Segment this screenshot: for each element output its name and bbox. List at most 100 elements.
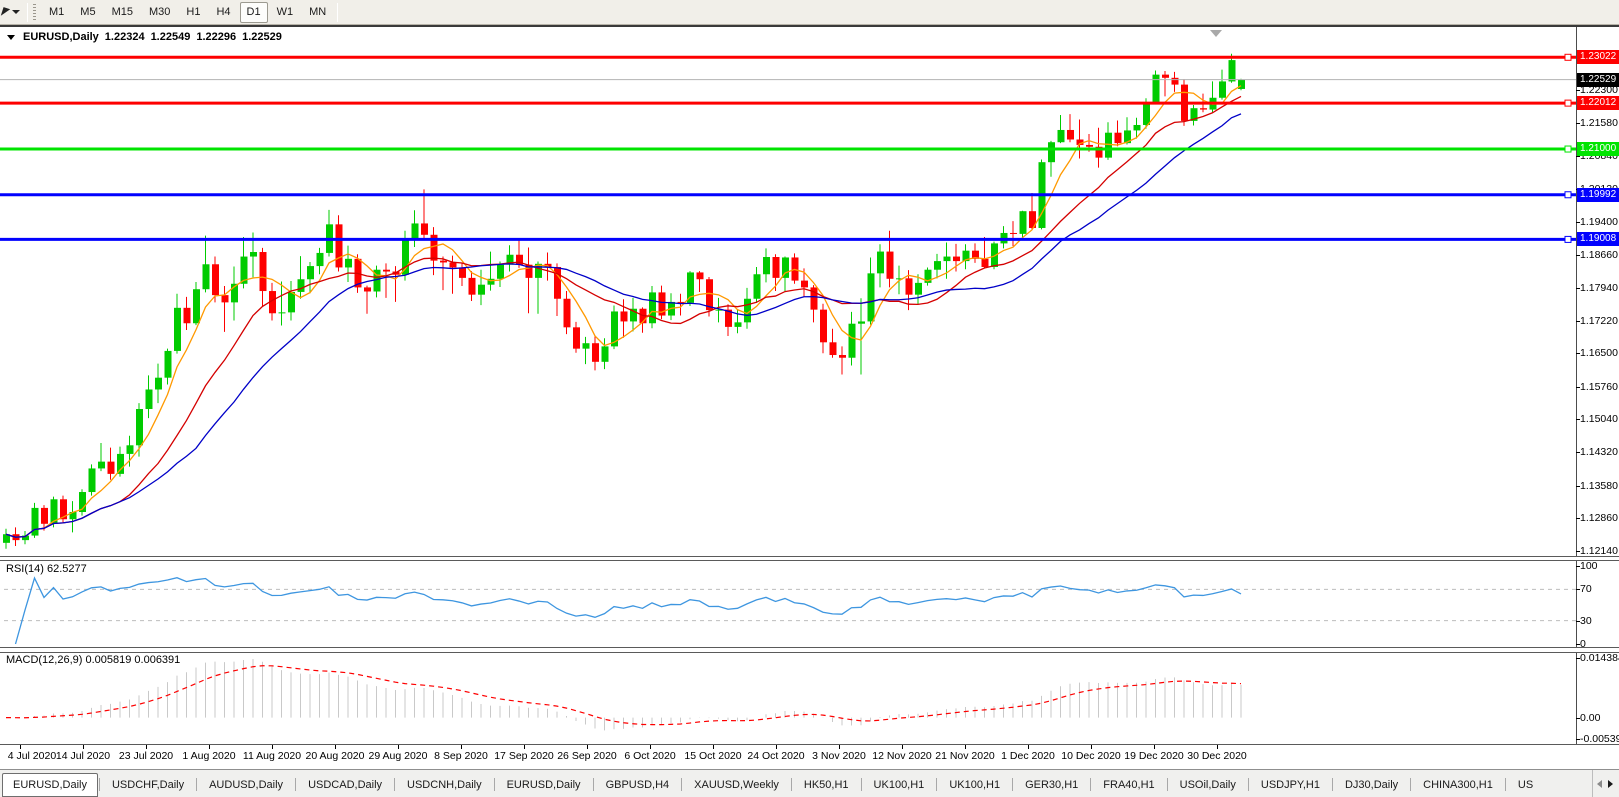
macd-scale-label: -0.005396 — [1580, 733, 1619, 745]
timeframe-button-m5[interactable]: M5 — [80, 5, 96, 18]
chevron-down-icon — [12, 10, 20, 14]
rsi-pane-label: RSI(14) 62.5277 — [6, 563, 87, 575]
tab-usdcnh-daily[interactable]: USDCNH,Daily — [407, 779, 482, 791]
chart-header: EURUSD,Daily 1.22324 1.22549 1.22296 1.2… — [7, 30, 286, 44]
date-axis-tick — [965, 745, 966, 749]
date-label: 24 Oct 2020 — [747, 750, 805, 762]
timeframe-button-m30[interactable]: M30 — [148, 5, 171, 18]
tab-separator — [295, 778, 297, 791]
price-axis-tick — [1576, 452, 1580, 454]
date-axis-tick — [83, 745, 84, 749]
tab-scroll-right-button[interactable] — [1608, 779, 1613, 788]
tab-audusd-daily[interactable]: AUDUSD,Daily — [209, 779, 284, 791]
ohlc-close: 1.22529 — [242, 31, 282, 43]
symbol-label: EURUSD,Daily — [23, 31, 99, 43]
price-axis-tick — [1576, 287, 1580, 289]
tab-uk100-h1[interactable]: UK100,H1 — [873, 779, 925, 791]
date-axis-tick — [20, 745, 21, 749]
tab-scroll-left-button[interactable] — [1597, 779, 1602, 788]
price-tick-label: 1.13580 — [1580, 479, 1618, 492]
price-tick-label: 1.15040 — [1580, 413, 1618, 426]
date-label: 30 Dec 2020 — [1187, 750, 1247, 762]
tab-uk100-h1[interactable]: UK100,H1 — [949, 779, 1001, 791]
price-axis-tick — [1576, 90, 1580, 92]
tab-gbpusd-h4[interactable]: GBPUSD,H4 — [605, 779, 670, 791]
date-label: 29 Aug 2020 — [368, 750, 428, 762]
date-axis-tick — [1154, 745, 1155, 749]
timeframe-button-d1[interactable]: D1 — [239, 1, 268, 23]
tab-separator — [1090, 778, 1092, 791]
toolbar-grip[interactable] — [33, 4, 36, 20]
toolbar-separator — [337, 2, 339, 22]
tab-separator — [1504, 778, 1506, 791]
toolbar: M1 M5 M15 M30 H1 H4 D1 W1 MN — [0, 0, 1619, 25]
tab-separator — [98, 778, 100, 791]
date-axis-tick — [650, 745, 651, 749]
tab-dj30-daily[interactable]: DJ30,Daily — [1344, 779, 1399, 791]
tab-separator — [493, 778, 495, 791]
date-label: 6 Oct 2020 — [624, 750, 676, 762]
macd-axis-tick — [1576, 657, 1580, 659]
chart-shift-marker[interactable] — [1210, 30, 1222, 37]
hline-price-tag: 1.22012 — [1577, 96, 1619, 111]
rsi-scale-label: 0 — [1580, 638, 1586, 650]
tab-usdjpy-h1[interactable]: USDJPY,H1 — [1260, 779, 1320, 791]
ohlc-low: 1.22296 — [196, 31, 237, 43]
tab-ger30-h1[interactable]: GER30,H1 — [1025, 779, 1079, 791]
price-axis-tick — [1576, 485, 1580, 487]
cursor-tool-button[interactable] — [0, 2, 24, 22]
timeframe-button-m15[interactable]: M15 — [111, 5, 133, 18]
tab-separator — [1012, 778, 1014, 791]
tab-separator — [196, 778, 198, 791]
date-label: 14 Jul 2020 — [55, 750, 111, 762]
pane-splitter-macd[interactable] — [0, 647, 1619, 653]
price-axis-tick — [1576, 386, 1580, 388]
ohlc-high: 1.22549 — [150, 31, 191, 43]
hline-price-tag: 1.19008 — [1577, 232, 1619, 247]
pane-splitter-rsi[interactable] — [0, 556, 1619, 561]
timeframe-button-w1[interactable]: W1 — [276, 5, 294, 18]
tab-fra40-h1[interactable]: FRA40,H1 — [1103, 779, 1155, 791]
tab-us[interactable]: US — [1517, 779, 1534, 791]
price-axis-tick — [1576, 255, 1580, 257]
tab-usdcad-daily[interactable]: USDCAD,Daily — [308, 779, 383, 791]
rsi-axis-tick — [1576, 566, 1580, 567]
tab-eurusd-daily[interactable]: EURUSD,Daily — [506, 779, 581, 791]
macd-pane-label: MACD(12,26,9) 0.005819 0.006391 — [6, 654, 181, 666]
date-label: 4 Jul 2020 — [7, 750, 57, 762]
tab-scroll-arrows — [1592, 770, 1617, 797]
date-label: 17 Sep 2020 — [494, 750, 554, 762]
price-axis-tick — [1576, 221, 1580, 223]
date-label: 15 Oct 2020 — [684, 750, 742, 762]
tab-usoil-daily[interactable]: USOil,Daily — [1179, 779, 1236, 791]
timeframe-button-mn[interactable]: MN — [309, 5, 327, 18]
price-axis-border — [1576, 27, 1577, 744]
timeframe-button-h4[interactable]: H4 — [216, 5, 231, 18]
price-tick-label: 1.21580 — [1580, 116, 1618, 129]
timeframe-button-h1[interactable]: H1 — [186, 5, 201, 18]
ohlc-open: 1.22324 — [104, 31, 145, 43]
tab-eurusd-daily[interactable]: EURUSD,Daily — [2, 773, 98, 797]
macd-axis-tick — [1576, 739, 1580, 740]
tab-xauusd-weekly[interactable]: XAUUSD,Weekly — [694, 779, 779, 791]
macd-axis-tick — [1576, 717, 1580, 719]
tab-separator — [860, 778, 862, 791]
tab-bar: EURUSD,Daily USDCHF,Daily AUDUSD,Daily USDC… — [0, 770, 1619, 797]
date-label: 23 Jul 2020 — [118, 750, 174, 762]
tab-china300-h1[interactable]: CHINA300,H1 — [1423, 779, 1493, 791]
date-axis-tick — [776, 745, 777, 749]
cursor-icon — [0, 6, 11, 18]
tab-hk50-h1[interactable]: HK50,H1 — [803, 779, 849, 791]
price-axis-tick — [1576, 122, 1580, 124]
tab-separator — [394, 778, 396, 791]
price-axis-tick — [1576, 518, 1580, 520]
one-click-collapse-icon[interactable] — [7, 34, 15, 40]
date-label: 26 Sep 2020 — [557, 750, 617, 762]
price-tick-label: 1.17220 — [1580, 314, 1618, 327]
date-axis-tick — [902, 745, 903, 749]
timeframe-button-m1[interactable]: M1 — [49, 5, 65, 18]
macd-pane-border — [0, 744, 1619, 745]
macd-scale-label: 0.014384 — [1580, 651, 1619, 664]
tab-usdchf-daily[interactable]: USDCHF,Daily — [111, 779, 185, 791]
